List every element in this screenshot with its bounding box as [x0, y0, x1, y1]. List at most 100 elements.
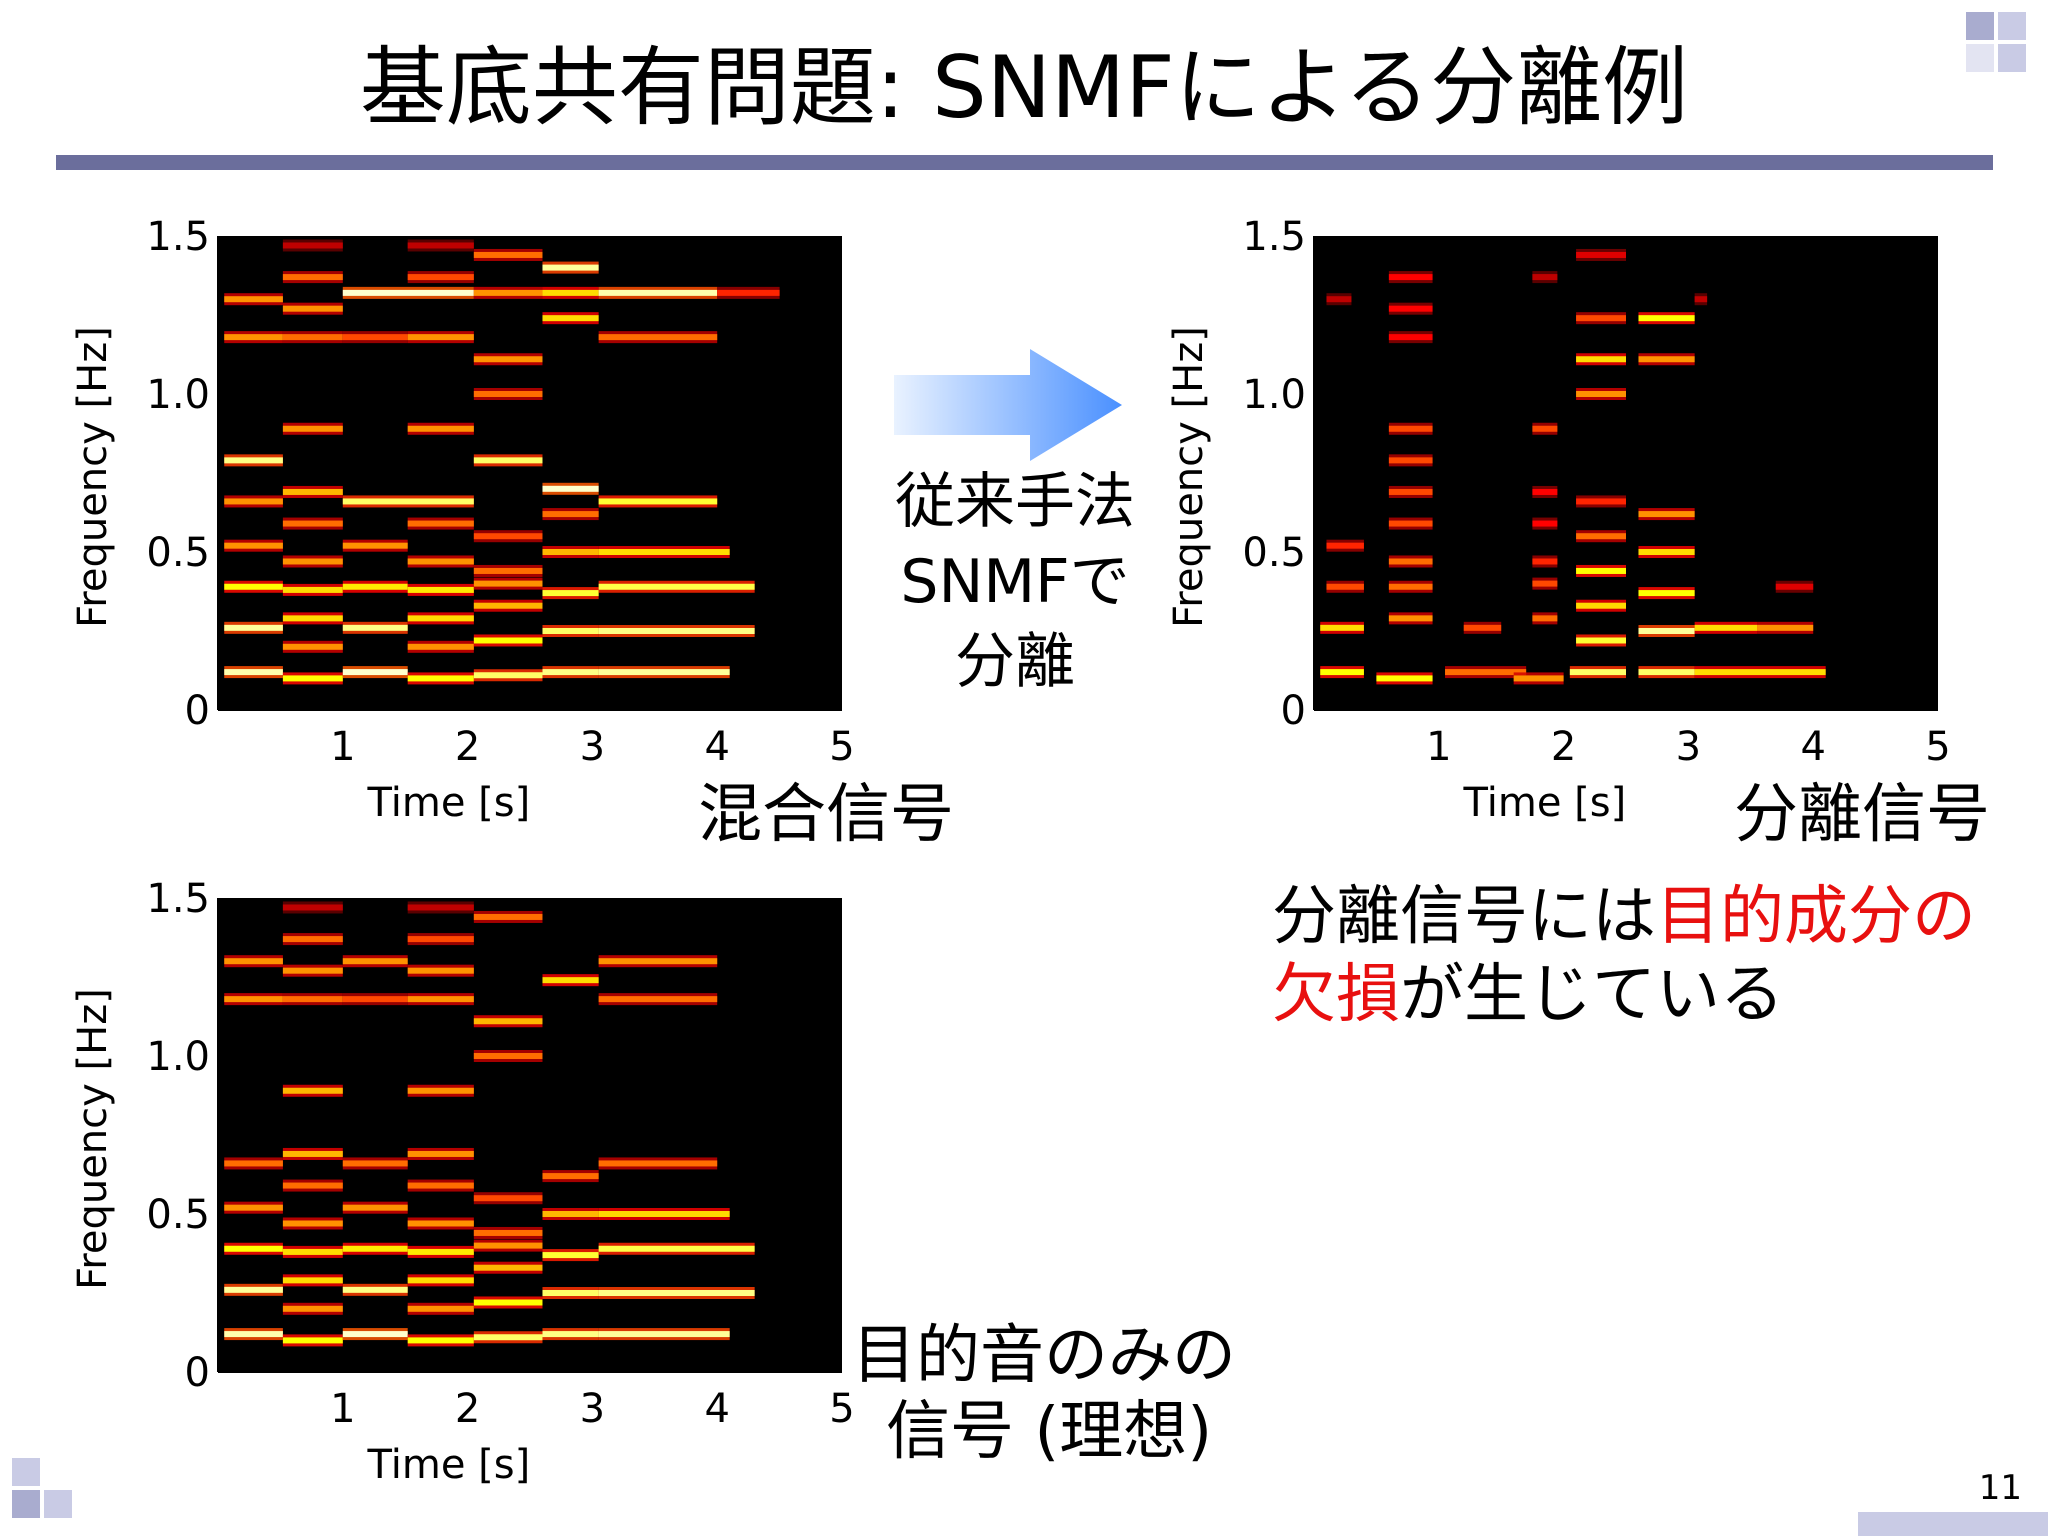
harmonic-segment: [473, 356, 543, 363]
x-tick-label: 5: [829, 724, 854, 770]
method-line: SNMFで: [900, 547, 1130, 617]
harmonic-segment: [1694, 296, 1708, 303]
harmonic-segment: [282, 1248, 343, 1255]
harmonic-segment: [342, 1160, 408, 1167]
harmonic-segment: [1576, 498, 1626, 505]
harmonic-segment: [1320, 669, 1364, 676]
harmonic-segment: [407, 643, 474, 650]
harmonic-segment: [407, 1182, 474, 1189]
harmonic-segment: [282, 586, 343, 593]
harmonic-segment: [342, 1204, 408, 1211]
harmonic-segment: [282, 242, 343, 249]
harmonic-segment: [598, 1160, 718, 1167]
harmonic-segment: [1463, 624, 1502, 631]
y-axis-label: Frequency [Hz]: [70, 988, 116, 1290]
y-tick-label: 1.5: [146, 876, 210, 922]
x-axis-label: Time [s]: [367, 1442, 531, 1488]
harmonic-segment: [1576, 391, 1626, 397]
mixture-label: 混合信号: [698, 778, 954, 852]
harmonic-segment: [342, 334, 408, 341]
y-tick-label: 0: [185, 688, 210, 734]
harmonic-segment: [542, 1211, 599, 1217]
harmonic-segment: [407, 1087, 474, 1094]
harmonic-segment: [542, 289, 599, 296]
harmonic-segment: [473, 1229, 543, 1236]
harmonic-segment: [407, 274, 474, 281]
harmonic-segment: [1320, 624, 1364, 631]
harmonic-segment: [1376, 675, 1433, 682]
x-tick-label: 1: [330, 1386, 355, 1432]
harmonic-segment: [1694, 624, 1758, 631]
harmonic-segment: [407, 425, 474, 432]
harmonic-segment: [342, 1245, 408, 1252]
harmonic-segment: [1532, 425, 1558, 432]
harmonic-segment: [1326, 542, 1364, 549]
slide-title: 基底共有問題: SNMFによる分離例: [359, 38, 1689, 138]
harmonic-segment: [342, 289, 474, 296]
harmonic-segment: [342, 624, 408, 631]
harmonic-segment: [342, 1331, 408, 1338]
harmonic-segment: [598, 958, 718, 965]
harmonic-segment: [342, 996, 408, 1003]
harmonic-segment: [473, 1334, 543, 1341]
x-tick-label: 4: [1800, 724, 1825, 770]
observation-note: 分離信号には目的成分の欠損が生じている: [1272, 878, 2012, 1034]
harmonic-segment: [473, 672, 543, 679]
harmonic-segment: [473, 913, 543, 920]
note-text: が生じている: [1400, 958, 1784, 1032]
harmonic-segment: [542, 1331, 599, 1338]
harmonic-segment: [342, 583, 408, 590]
harmonic-segment: [542, 1252, 599, 1259]
harmonic-segment: [598, 289, 718, 296]
harmonic-segment: [407, 1337, 474, 1344]
spectrogram-mixture: 0 0.5 1.0 1.5 1 2 3 4 5 Time [s] Frequency [Hz]: [70, 214, 855, 826]
harmonic-segment: [473, 637, 543, 644]
harmonic-segment: [598, 1245, 755, 1252]
harmonic-segment: [282, 274, 343, 281]
harmonic-segment: [224, 457, 283, 464]
harmonic-segment: [598, 1290, 755, 1296]
method-line: 従来手法: [895, 467, 1135, 537]
harmonic-segment: [1513, 675, 1564, 682]
harmonic-segment: [1326, 296, 1352, 303]
harmonic-segment: [224, 669, 283, 676]
target-label-line: 目的音のみの: [852, 1319, 1236, 1393]
harmonic-segment: [542, 315, 599, 322]
harmonic-segment: [1532, 615, 1558, 622]
harmonic-segment: [598, 583, 755, 590]
x-tick-label: 5: [829, 1386, 854, 1432]
harmonic-segment: [473, 391, 543, 397]
harmonic-segment: [473, 533, 543, 540]
harmonic-segment: [1388, 615, 1433, 622]
harmonic-segment: [473, 1195, 543, 1202]
harmonic-segment: [407, 1248, 474, 1255]
harmonic-segment: [1388, 305, 1433, 312]
x-tick-label: 4: [704, 724, 729, 770]
note-text: 分離信号には: [1272, 880, 1656, 954]
harmonic-segment: [542, 1290, 599, 1296]
method-line: 分離: [955, 627, 1075, 697]
harmonic-segment: [282, 1182, 343, 1189]
harmonic-segment: [1757, 624, 1814, 631]
harmonic-segment: [282, 520, 343, 527]
harmonic-segment: [224, 958, 283, 965]
harmonic-segment: [282, 1337, 343, 1344]
harmonic-segment: [542, 511, 599, 518]
harmonic-segment: [1445, 669, 1527, 676]
harmonic-segment: [473, 1053, 543, 1059]
harmonic-segment: [598, 334, 718, 341]
harmonic-segment: [224, 1286, 283, 1293]
harmonic-segment: [542, 669, 599, 676]
x-tick-label: 3: [1676, 724, 1701, 770]
harmonic-segment: [407, 1150, 474, 1157]
harmonic-segment: [473, 457, 543, 464]
x-tick-label: 2: [1551, 724, 1576, 770]
harmonic-segment: [542, 485, 599, 492]
harmonic-segment: [282, 615, 343, 622]
harmonic-segment: [1388, 583, 1433, 590]
harmonic-segment: [1638, 669, 1695, 676]
y-tick-label: 1.0: [146, 1034, 210, 1080]
harmonic-segment: [282, 967, 343, 974]
harmonic-segment: [224, 1160, 283, 1167]
target-label: 目的音のみの 信号 (理想): [852, 1318, 1236, 1470]
